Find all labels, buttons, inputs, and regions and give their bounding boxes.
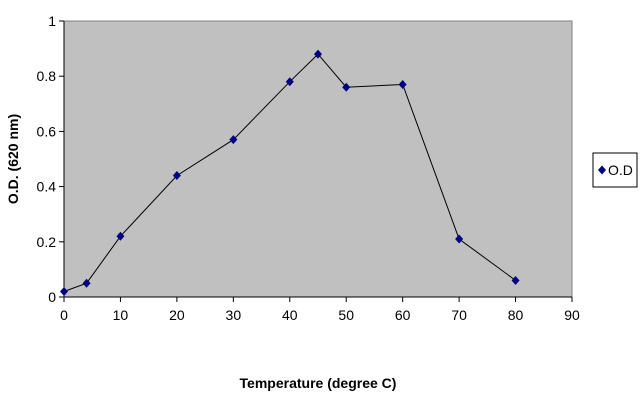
y-tick-label: 0.6 xyxy=(37,123,57,139)
data-point xyxy=(511,275,520,285)
x-tick-label: 50 xyxy=(338,307,354,323)
y-axis: 0 0.2 0.4 0.6 0.8 1 xyxy=(37,13,65,305)
data-point xyxy=(116,231,125,241)
legend-marker-diamond xyxy=(598,165,606,175)
data-point xyxy=(60,286,68,296)
x-tick-label: 0 xyxy=(60,307,68,323)
data-point xyxy=(314,49,322,59)
legend-label: O.D xyxy=(608,162,633,178)
y-tick-label: 1 xyxy=(48,13,56,29)
x-axis-title: Temperature (degree C) xyxy=(240,375,397,391)
x-tick-label: 30 xyxy=(226,307,242,323)
x-tick-label: 10 xyxy=(113,307,129,323)
legend: O.D xyxy=(592,152,638,188)
x-tick-label: 70 xyxy=(451,307,467,323)
x-tick-label: 40 xyxy=(282,307,298,323)
x-tick-label: 90 xyxy=(564,307,580,323)
data-point xyxy=(172,171,181,181)
y-tick-label: 0.8 xyxy=(37,68,57,84)
y-axis-title: O.D. (620 nm) xyxy=(5,114,21,204)
data-point xyxy=(342,82,351,92)
x-axis: 0 10 20 30 40 50 60 70 80 90 xyxy=(60,296,580,323)
x-tick-label: 20 xyxy=(169,307,185,323)
x-tick-label: 80 xyxy=(508,307,524,323)
data-point xyxy=(82,278,91,288)
plot-area xyxy=(63,20,573,298)
data-point xyxy=(398,79,407,89)
data-point xyxy=(455,234,464,244)
data-point xyxy=(285,77,294,87)
y-tick-label: 0.2 xyxy=(37,234,57,250)
series-layer xyxy=(60,49,520,296)
x-tick-label: 60 xyxy=(395,307,411,323)
y-tick-label: 0 xyxy=(48,289,56,305)
data-point xyxy=(229,135,238,145)
y-tick-label: 0.4 xyxy=(37,179,57,195)
